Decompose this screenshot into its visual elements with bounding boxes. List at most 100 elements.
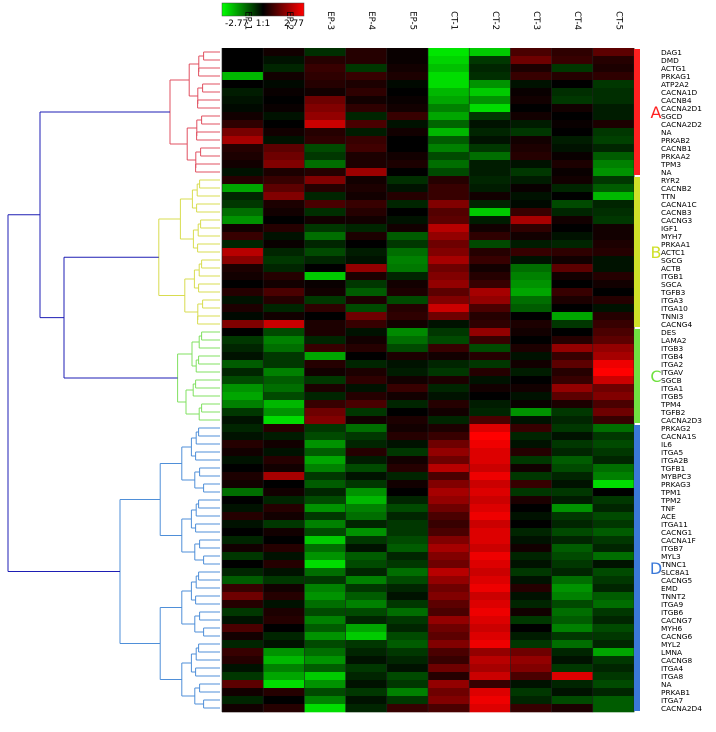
heatmap-cell: [551, 240, 594, 249]
heatmap-cell: [345, 208, 388, 217]
heatmap-cell: [592, 200, 635, 209]
heatmap-cell: [263, 408, 305, 417]
heatmap-cell: [222, 272, 264, 281]
heatmap-cell: [263, 592, 305, 601]
heatmap-cell: [592, 160, 635, 169]
heatmap-cell: [304, 664, 346, 673]
heatmap-cell: [345, 232, 388, 241]
row-label: TNNI3: [660, 312, 684, 321]
heatmap-cell: [469, 328, 511, 337]
heatmap-cell: [592, 336, 635, 345]
heatmap-cell: [386, 416, 429, 425]
heatmap-cell: [592, 264, 635, 273]
heatmap-cell: [263, 440, 305, 449]
heatmap-cell: [222, 152, 264, 161]
heatmap-cell: [386, 392, 429, 401]
heatmap-cell: [222, 416, 264, 425]
heatmap-cell: [304, 256, 346, 265]
row-label: CACNA1D: [661, 88, 698, 97]
heatmap-cell: [304, 608, 346, 617]
heatmap-cell: [551, 168, 594, 177]
heatmap-cell: [222, 248, 264, 257]
heatmap-cell: [304, 576, 346, 585]
heatmap-cell: [304, 552, 346, 561]
cluster-bar: [634, 49, 640, 175]
heatmap-cell: [469, 360, 511, 369]
heatmap-cell: [510, 536, 552, 545]
heatmap-cell: [345, 704, 388, 713]
row-label: DES: [661, 328, 676, 337]
heatmap-cell: [386, 616, 429, 625]
heatmap-cell: [263, 680, 305, 689]
heatmap-cell: [592, 608, 635, 617]
heatmap-cell: [263, 136, 305, 145]
heatmap-cell: [222, 488, 264, 497]
heatmap-cell: [304, 544, 346, 553]
heatmap-cell: [469, 152, 511, 161]
row-label: CACNA1S: [661, 432, 697, 441]
heatmap-cell: [222, 168, 264, 177]
heatmap-cell: [551, 64, 594, 73]
heatmap-cell: [263, 280, 305, 289]
heatmap-cell: [304, 152, 346, 161]
heatmap-cell: [386, 136, 429, 145]
row-label: CACNB3: [661, 208, 692, 217]
heatmap-cell: [592, 504, 635, 513]
heatmap-cell: [592, 624, 635, 633]
heatmap-cell: [222, 496, 264, 505]
heatmap-cell: [222, 256, 264, 265]
row-label: ITGB4: [661, 352, 683, 361]
heatmap-cell: [222, 520, 264, 529]
heatmap-cell: [345, 240, 388, 249]
heatmap-cell: [263, 392, 305, 401]
heatmap-cell: [345, 336, 388, 345]
heatmap-cell: [345, 392, 388, 401]
heatmap-cell: [304, 168, 346, 177]
heatmap-cell: [386, 104, 429, 113]
heatmap-cell: [345, 424, 388, 433]
heatmap-cell: [263, 312, 305, 321]
heatmap-cell: [592, 600, 635, 609]
column-label: EP-2: [284, 11, 294, 30]
heatmap-cell: [345, 176, 388, 185]
heatmap-cell: [386, 632, 429, 641]
heatmap-cell: [222, 216, 264, 225]
heatmap-cell: [263, 464, 305, 473]
heatmap-cell: [510, 424, 552, 433]
heatmap-cell: [551, 416, 594, 425]
row-label: IGF1: [661, 224, 678, 233]
heatmap-cell: [386, 328, 429, 337]
heatmap-cell: [592, 64, 635, 73]
heatmap-cell: [345, 320, 388, 329]
heatmap-cell: [551, 80, 594, 89]
heatmap-cell: [386, 216, 429, 225]
heatmap-cell: [222, 704, 264, 713]
heatmap-cell: [510, 560, 552, 569]
row-label: ITGA9: [661, 600, 683, 609]
heatmap-cell: [386, 696, 429, 705]
heatmap-cell: [510, 288, 552, 297]
heatmap-cell: [510, 344, 552, 353]
heatmap-cell: [304, 536, 346, 545]
heatmap-cell: [469, 704, 511, 713]
heatmap-cell: [263, 264, 305, 273]
heatmap-cell: [428, 120, 470, 129]
heatmap-cell: [428, 320, 470, 329]
heatmap-cell: [592, 240, 635, 249]
row-label: ACE: [661, 512, 676, 521]
heatmap-cell: [345, 280, 388, 289]
heatmap-cell: [345, 600, 388, 609]
heatmap-cell: [386, 560, 429, 569]
heatmap-cell: [469, 288, 511, 297]
heatmap-cell: [510, 248, 552, 257]
heatmap-cell: [551, 544, 594, 553]
heatmap-cell: [345, 464, 388, 473]
heatmap-cell: [428, 584, 470, 593]
heatmap-cell: [551, 120, 594, 129]
row-label: ITGA2B: [661, 456, 688, 465]
heatmap-cell: [386, 656, 429, 665]
heatmap-cell: [304, 376, 346, 385]
heatmap-cell: [263, 528, 305, 537]
heatmap-cell: [345, 504, 388, 513]
heatmap-cell: [469, 504, 511, 513]
